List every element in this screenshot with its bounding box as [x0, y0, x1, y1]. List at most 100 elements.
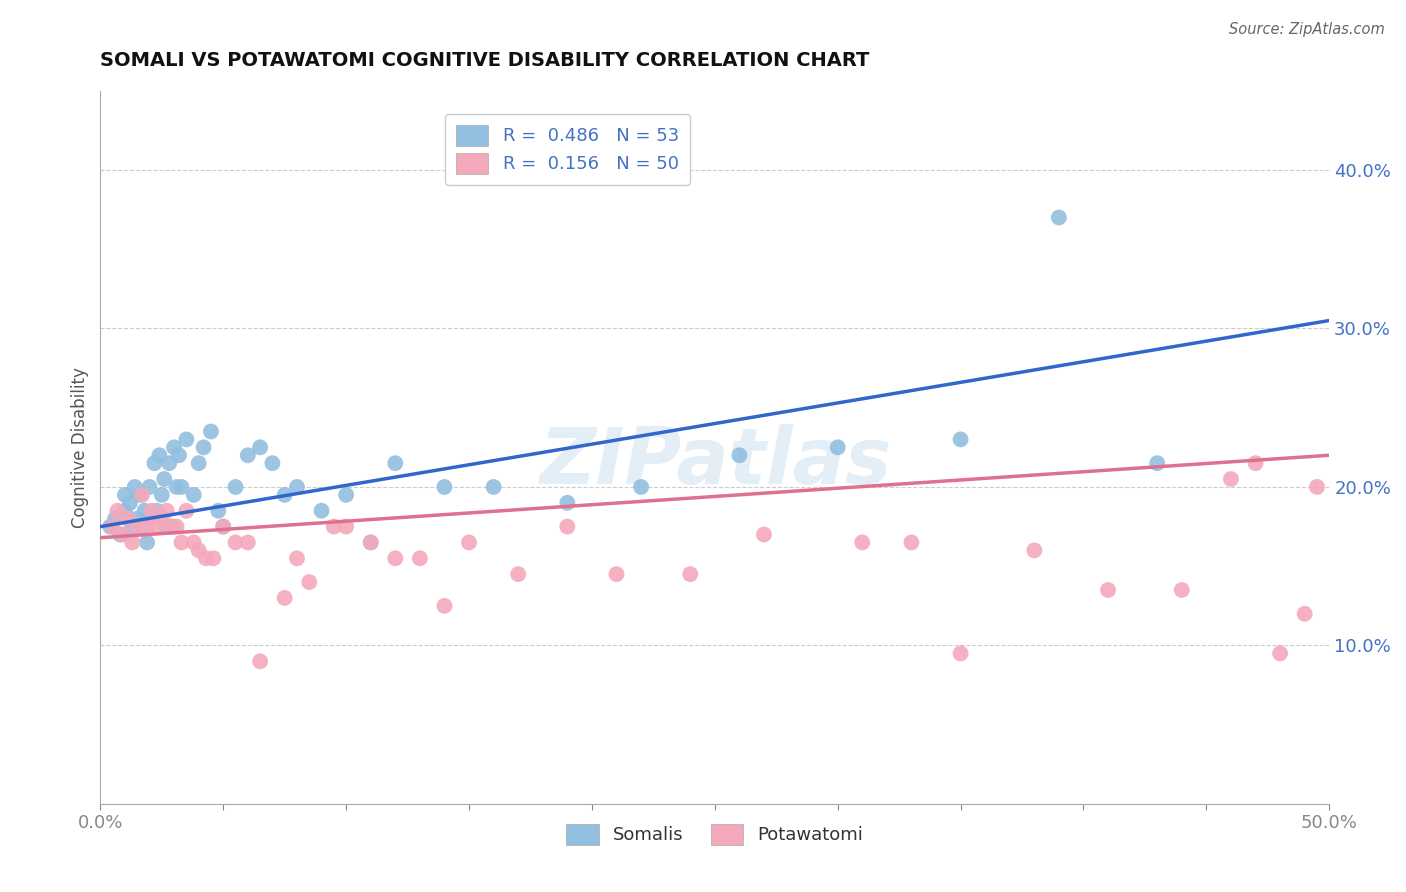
Point [557, 496, 579, 510]
Point [249, 654, 271, 668]
Point [728, 448, 751, 462]
Point [131, 519, 153, 533]
Legend: R =  0.486   N = 53, R =  0.156   N = 50: R = 0.486 N = 53, R = 0.156 N = 50 [444, 114, 690, 185]
Point [1268, 647, 1291, 661]
Point [1306, 480, 1329, 494]
Point [121, 535, 143, 549]
Text: Source: ZipAtlas.com: Source: ZipAtlas.com [1229, 22, 1385, 37]
Point [183, 535, 205, 549]
Point [127, 519, 149, 533]
Point [752, 527, 775, 541]
Point [433, 480, 456, 494]
Point [1171, 582, 1194, 597]
Point [384, 551, 406, 566]
Point [160, 519, 183, 533]
Point [225, 535, 247, 549]
Point [141, 504, 163, 518]
Point [262, 456, 284, 470]
Point [335, 519, 357, 533]
Point [138, 480, 160, 494]
Point [236, 448, 259, 462]
Point [176, 433, 198, 447]
Point [207, 504, 229, 518]
Point [146, 519, 169, 533]
Point [104, 511, 127, 525]
Point [107, 504, 129, 518]
Point [121, 519, 143, 533]
Point [360, 535, 382, 549]
Point [156, 519, 179, 533]
Point [114, 488, 136, 502]
Point [136, 535, 159, 549]
Point [131, 488, 153, 502]
Point [187, 543, 209, 558]
Point [108, 527, 131, 541]
Point [482, 480, 505, 494]
Point [187, 456, 209, 470]
Point [202, 551, 225, 566]
Point [236, 535, 259, 549]
Point [160, 519, 183, 533]
Point [322, 519, 344, 533]
Point [1024, 543, 1046, 558]
Point [949, 647, 972, 661]
Point [134, 504, 156, 518]
Text: SOMALI VS POTAWATOMI COGNITIVE DISABILITY CORRELATION CHART: SOMALI VS POTAWATOMI COGNITIVE DISABILIT… [100, 51, 870, 70]
Point [143, 456, 166, 470]
Point [148, 448, 170, 462]
Point [170, 480, 193, 494]
Point [1294, 607, 1316, 621]
Point [166, 519, 188, 533]
Point [298, 575, 321, 590]
Point [117, 511, 139, 525]
Point [827, 440, 849, 454]
Point [156, 504, 179, 518]
Point [150, 488, 173, 502]
Point [311, 504, 333, 518]
Point [136, 519, 159, 533]
Point [273, 591, 295, 605]
Point [630, 480, 652, 494]
Point [360, 535, 382, 549]
Point [166, 480, 188, 494]
Point [949, 433, 972, 447]
Point [433, 599, 456, 613]
Point [679, 567, 702, 582]
Point [900, 535, 922, 549]
Y-axis label: Cognitive Disability: Cognitive Disability [72, 367, 89, 528]
Point [335, 488, 357, 502]
Point [193, 440, 215, 454]
Point [124, 480, 146, 494]
Point [212, 519, 235, 533]
Point [118, 496, 141, 510]
Point [384, 456, 406, 470]
Point [167, 448, 190, 462]
Point [153, 472, 176, 486]
Point [163, 440, 186, 454]
Point [157, 456, 180, 470]
Point [111, 527, 134, 541]
Point [128, 488, 150, 502]
Point [212, 519, 235, 533]
Point [195, 551, 218, 566]
Point [98, 519, 121, 533]
Point [146, 504, 169, 518]
Point [141, 511, 163, 525]
Point [1219, 472, 1241, 486]
Point [851, 535, 873, 549]
Point [150, 511, 173, 525]
Point [557, 519, 579, 533]
Point [458, 535, 481, 549]
Point [176, 504, 198, 518]
Point [1047, 211, 1070, 225]
Point [1244, 456, 1267, 470]
Point [249, 440, 271, 454]
Point [285, 551, 308, 566]
Point [114, 504, 136, 518]
Point [183, 488, 205, 502]
Point [200, 425, 222, 439]
Point [605, 567, 627, 582]
Point [273, 488, 295, 502]
Point [508, 567, 530, 582]
Text: ZIPatlas: ZIPatlas [538, 424, 891, 500]
